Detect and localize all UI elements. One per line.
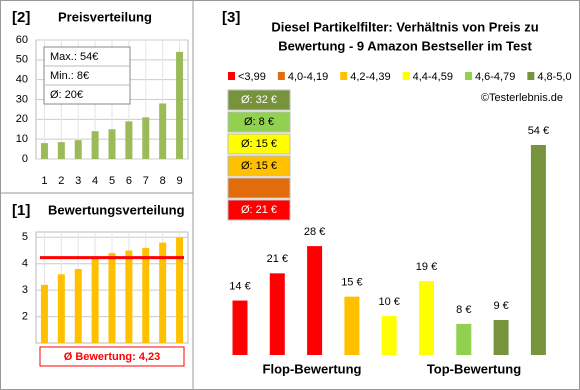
x-tick-label: 4	[92, 175, 98, 187]
value-label: 28 €	[304, 226, 325, 238]
mean-label: Ø Bewertung: 4,23	[64, 351, 161, 363]
annotation: Ø: 20€	[50, 89, 83, 101]
value-label: 14 €	[229, 280, 250, 292]
value-label: 10 €	[378, 296, 399, 308]
y-tick-label: 40	[16, 74, 28, 86]
legend-swatch	[402, 72, 410, 80]
bar	[456, 323, 472, 355]
average-label: Ø: 32 €	[241, 94, 277, 106]
bar	[142, 247, 150, 343]
value-label: 21 €	[267, 253, 288, 265]
average-label: Ø: 21 €	[241, 204, 277, 216]
y-tick-label: 60	[16, 34, 28, 46]
bar	[108, 253, 116, 343]
average-box	[227, 133, 291, 155]
y-tick-label: 10	[16, 133, 28, 145]
bar	[74, 140, 82, 159]
legend-swatch	[277, 72, 285, 80]
y-tick-label: 30	[16, 93, 28, 105]
bar	[125, 121, 133, 159]
panel-number: [2]	[12, 9, 30, 26]
annotation: Max.: 54€	[50, 51, 98, 63]
bar	[493, 320, 509, 355]
bar	[57, 274, 65, 343]
x-tick-label: 9	[176, 175, 182, 187]
y-tick-label: 5	[22, 231, 28, 243]
bar	[40, 143, 48, 159]
average-box	[227, 177, 291, 199]
value-label: 9 €	[493, 300, 508, 312]
legend-swatch	[340, 72, 348, 80]
chart-title: Bewertungsverteilung	[48, 202, 185, 217]
annotation: Min.: 8€	[50, 70, 89, 82]
average-box	[227, 199, 291, 221]
bar	[57, 142, 65, 159]
bar	[142, 117, 150, 159]
x-tick-label: 3	[75, 175, 81, 187]
bar	[176, 51, 184, 159]
bar	[269, 273, 285, 355]
x-tick-label: 2	[58, 175, 64, 187]
legend-label: 4,4-4,59	[413, 71, 453, 83]
y-tick-label: 0	[22, 153, 28, 165]
mean-box	[39, 346, 185, 367]
bar	[307, 246, 323, 355]
x-tick-label: 8	[160, 175, 166, 187]
bar	[530, 145, 546, 355]
average-label: Ø: 8 €	[244, 116, 274, 128]
legend-swatch	[464, 72, 472, 80]
y-tick-label: 2	[22, 310, 28, 322]
x-tick-label: 5	[109, 175, 115, 187]
value-label: 8 €	[456, 304, 471, 316]
legend-label: <3,99	[238, 71, 266, 83]
bar	[159, 103, 167, 159]
panel-number: [3]	[222, 9, 240, 26]
group-label: Top-Bewertung	[427, 361, 521, 376]
bar	[74, 269, 82, 343]
legend-swatch	[228, 72, 235, 80]
chart-title: Diesel Partikelfilter: Verhältnis von Pr…	[271, 19, 538, 34]
bar	[108, 129, 116, 159]
bar	[176, 237, 184, 343]
info-box	[43, 46, 131, 105]
x-tick-label: 6	[126, 175, 132, 187]
legend-label: 4,8-5,0	[537, 71, 571, 83]
legend-swatch	[527, 72, 535, 80]
average-box	[227, 111, 291, 133]
bar	[344, 296, 360, 355]
legend-label: 4,0-4,19	[288, 71, 328, 83]
y-tick-label: 20	[16, 113, 28, 125]
bar	[159, 242, 167, 343]
value-label: 54 €	[528, 125, 549, 137]
y-tick-label: 3	[22, 284, 28, 296]
average-label: Ø: 15 €	[241, 138, 277, 150]
bar	[232, 300, 248, 355]
bar	[40, 284, 48, 343]
value-label: 19 €	[416, 261, 437, 273]
bar	[419, 281, 434, 355]
x-tick-label: 1	[41, 175, 47, 187]
group-label: Flop-Bewertung	[263, 361, 362, 376]
average-box	[227, 89, 291, 111]
legend-label: 4,6-4,79	[475, 71, 515, 83]
x-tick-label: 7	[143, 175, 149, 187]
y-tick-label: 50	[16, 54, 28, 66]
panel-number: [1]	[12, 202, 30, 219]
chart-title: Bewertung - 9 Amazon Bestseller im Test	[278, 38, 532, 53]
credit: ©Testerlebnis.de	[481, 92, 563, 104]
bar	[125, 250, 133, 343]
bar	[91, 258, 99, 343]
average-box	[227, 155, 291, 177]
y-tick-label: 4	[22, 258, 28, 270]
bar	[381, 316, 397, 355]
average-label: Ø: 15 €	[241, 160, 277, 172]
legend-label: 4,2-4,39	[350, 71, 390, 83]
chart-title: Preisverteilung	[58, 9, 152, 24]
bar	[91, 131, 99, 159]
value-label: 15 €	[341, 277, 362, 289]
